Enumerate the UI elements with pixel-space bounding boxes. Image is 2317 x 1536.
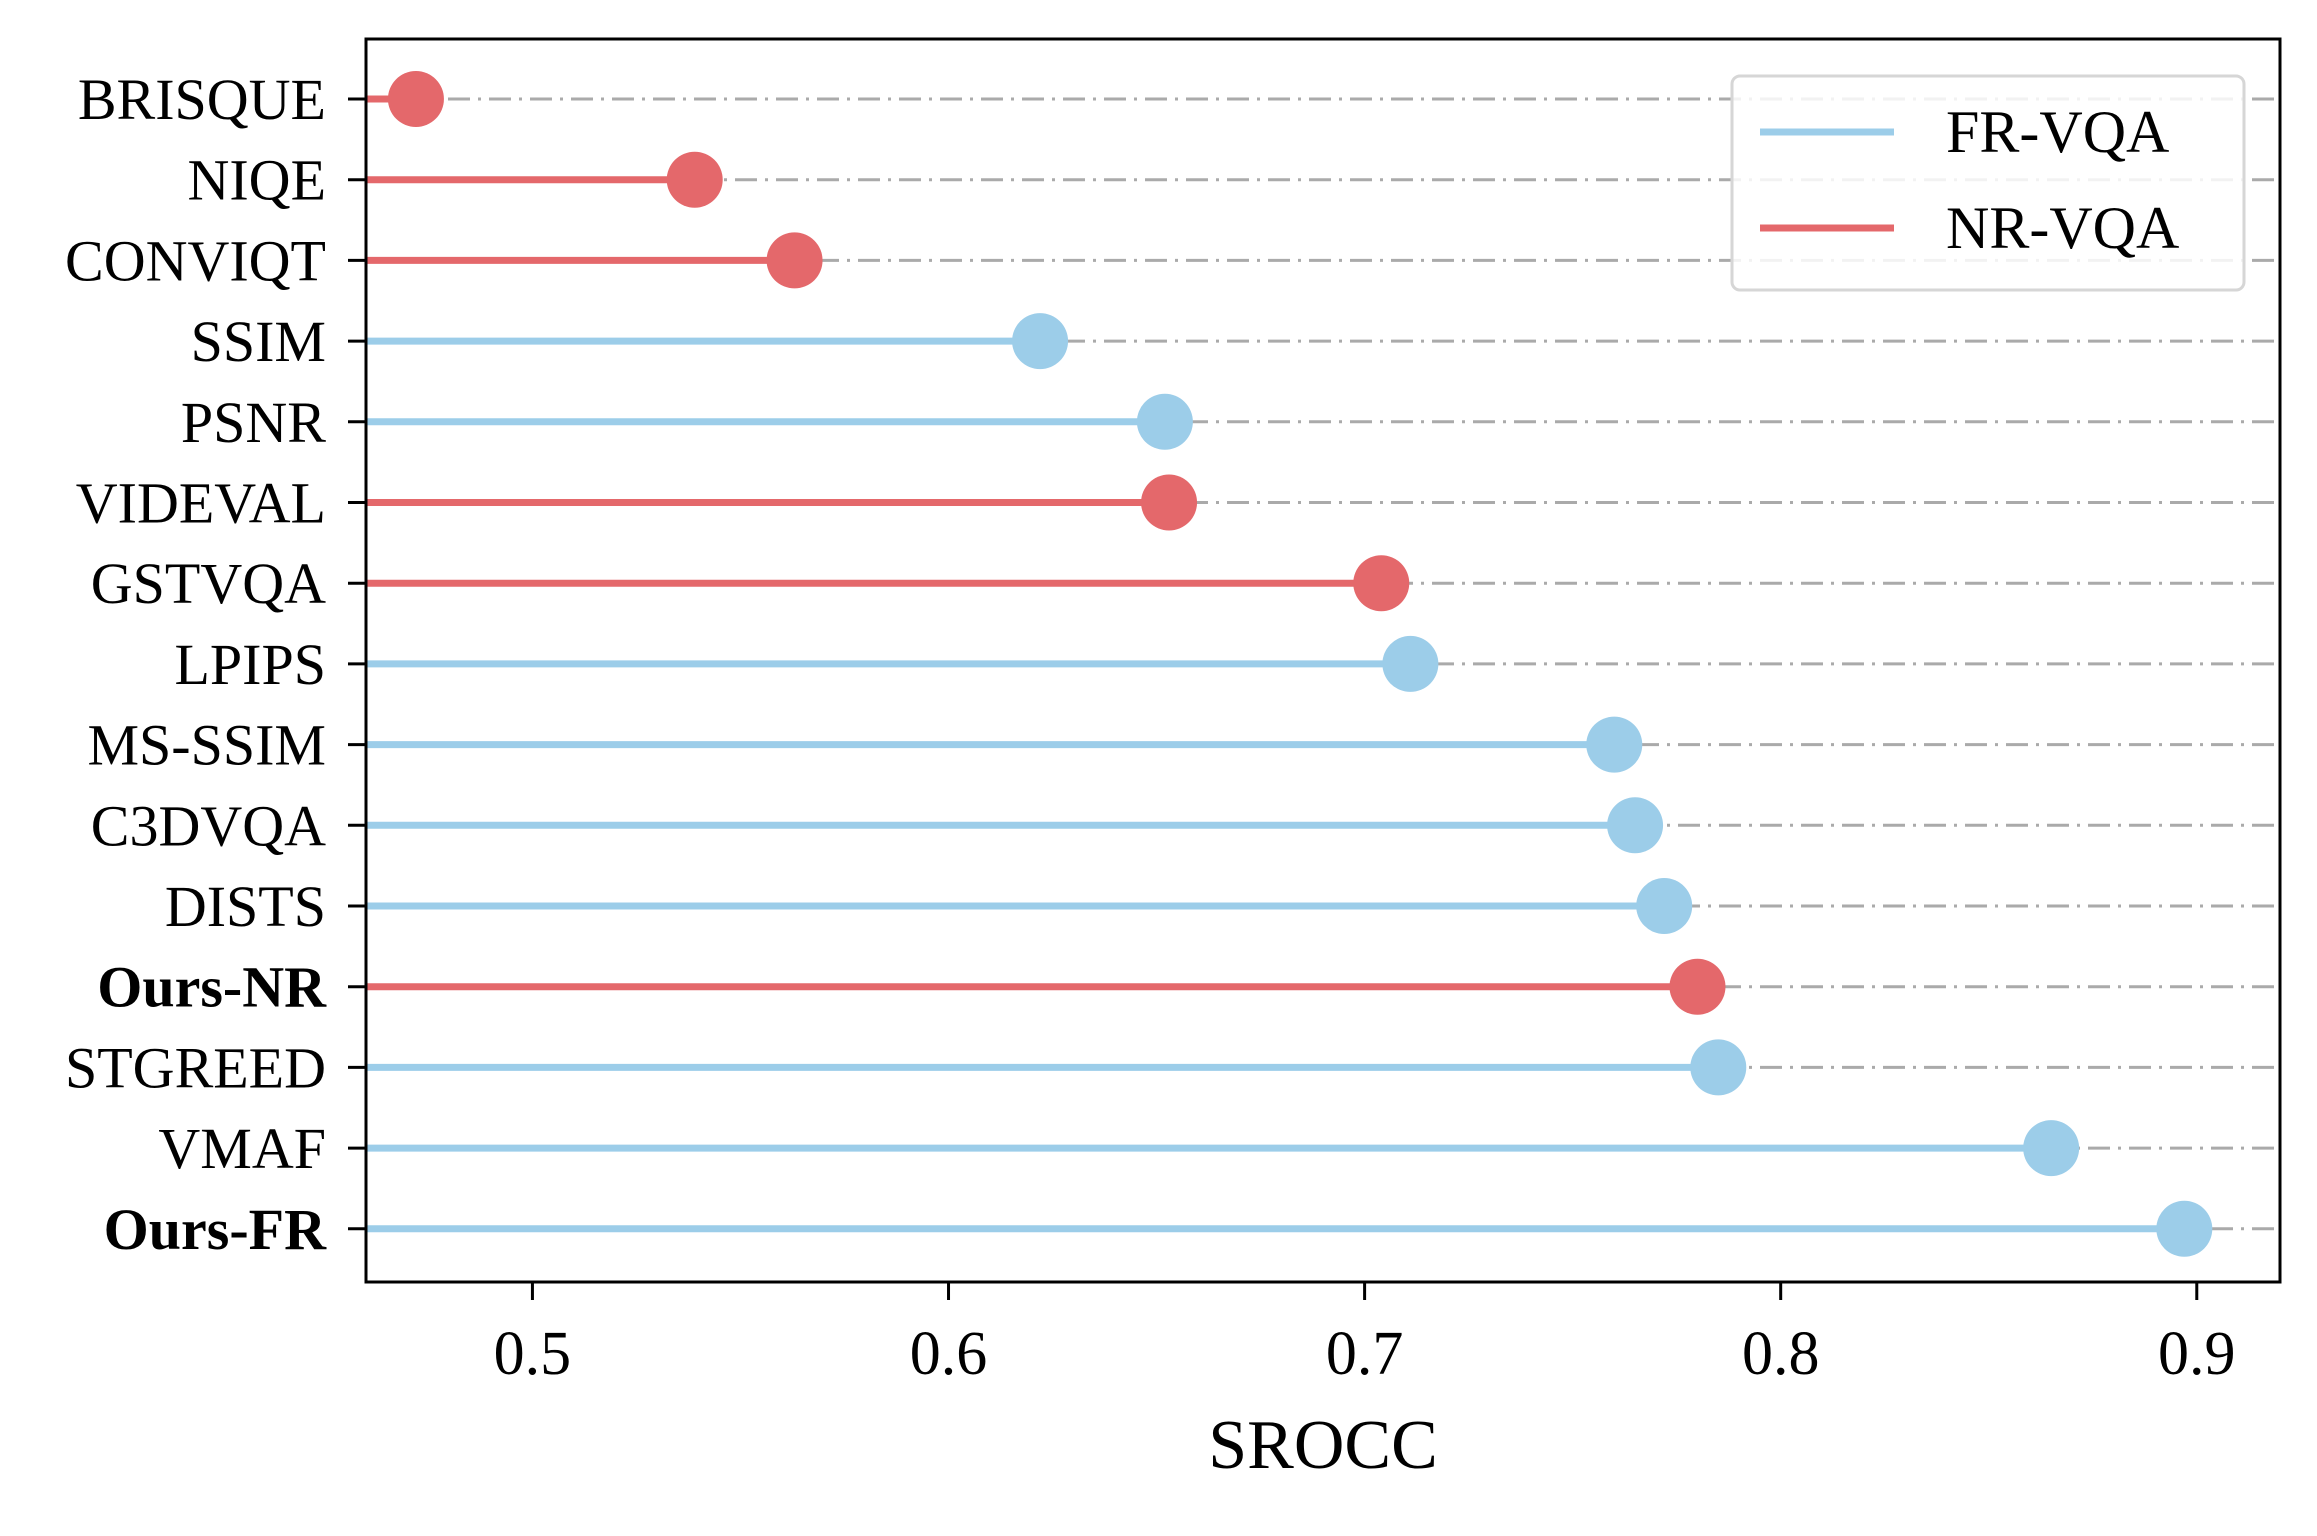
y-tick-label-psnr: PSNR (181, 390, 326, 455)
y-tick-label-conviqt: CONVIQT (65, 228, 326, 293)
marker-stgreed (1690, 1039, 1747, 1096)
y-tick-label-ssim: SSIM (191, 309, 326, 374)
y-tick-label-dists: DISTS (165, 874, 326, 939)
marker-niqe (666, 151, 723, 208)
x-tick-label-4: 0.9 (2158, 1320, 2236, 1388)
x-axis: 0.5 0.6 0.7 0.8 0.9 (494, 1282, 2236, 1388)
y-axis: BRISQUE NIQE CONVIQT SSIM PSNR VIDEVAL GSTVQA L… (65, 67, 366, 1262)
marker-brisque (387, 71, 444, 127)
marker-conviqt (766, 232, 823, 289)
plot-frame (364, 37, 2282, 1284)
x-axis-title: SROCC (1208, 1407, 1438, 1484)
marker-lpips (1382, 635, 1439, 692)
y-tick-label-ms-ssim: MS-SSIM (87, 713, 326, 778)
legend: FR-VQA NR-VQA (1730, 74, 2246, 292)
marker-psnr (1136, 393, 1193, 450)
y-tick-label-ours-fr: Ours-FR (104, 1197, 327, 1262)
y-tick-label-videval: VIDEVAL (76, 471, 326, 536)
stem-layer (366, 95, 2185, 1233)
marker-ssim (1012, 313, 1069, 370)
legend-label-fr-vqa: FR-VQA (1946, 99, 2169, 165)
marker-videval (1141, 474, 1198, 531)
x-tick-label-2: 0.7 (1326, 1320, 1404, 1388)
legend-label-nr-vqa: NR-VQA (1946, 195, 2179, 261)
marker-dists (1636, 878, 1693, 934)
marker-c3dvqa (1607, 797, 1664, 854)
marker-ours-nr (1669, 958, 1726, 1015)
y-tick-label-stgreed: STGREED (65, 1035, 326, 1100)
marker-gstvqa (1353, 555, 1410, 612)
y-tick-label-ours-nr: Ours-NR (97, 955, 327, 1020)
y-tick-label-vmaf: VMAF (158, 1116, 326, 1181)
marker-layer (387, 71, 2213, 1257)
marker-ms-ssim (1586, 716, 1643, 773)
x-tick-label-1: 0.6 (910, 1320, 988, 1388)
x-tick-label-3: 0.8 (1742, 1320, 1820, 1388)
marker-ours-fr (2156, 1200, 2213, 1257)
y-tick-label-brisque: BRISQUE (78, 67, 326, 132)
marker-vmaf (2023, 1120, 2080, 1177)
y-tick-label-c3dvqa: C3DVQA (91, 793, 326, 858)
y-tick-label-niqe: NIQE (187, 148, 326, 213)
y-tick-label-lpips: LPIPS (174, 632, 326, 697)
y-tick-label-gstvqa: GSTVQA (91, 551, 326, 616)
x-tick-label-0: 0.5 (494, 1320, 572, 1388)
